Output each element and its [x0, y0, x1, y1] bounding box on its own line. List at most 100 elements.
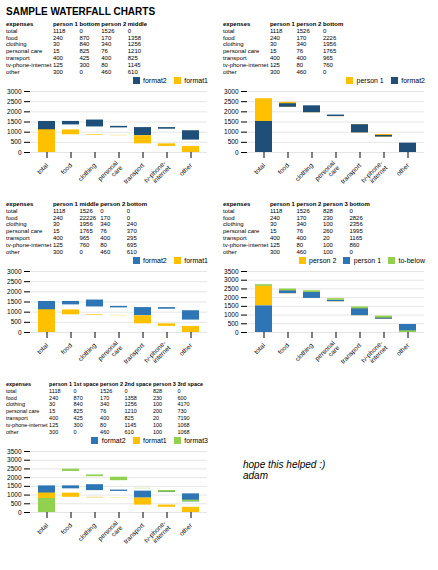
svg-text:clothing: clothing	[76, 342, 98, 364]
svg-text:2500: 2500	[7, 98, 22, 105]
svg-text:personalcare: personalcare	[96, 339, 124, 367]
svg-text:transport: transport	[122, 342, 146, 366]
svg-text:personalcare: personalcare	[313, 339, 341, 367]
html-text:format3: format3	[184, 437, 208, 445]
svg-text:0: 0	[18, 329, 22, 336]
svg-text:clothing: clothing	[293, 162, 315, 184]
svg-text:0: 0	[18, 509, 22, 516]
svg-text:other: other	[178, 521, 194, 537]
svg-text:1000: 1000	[7, 309, 22, 316]
svg-text:1000: 1000	[224, 312, 239, 319]
svg-text:1000: 1000	[7, 129, 22, 136]
svg-text:transport: transport	[122, 162, 146, 186]
svg-text:clothing: clothing	[293, 342, 315, 364]
svg-text:tv-phone-internet: tv-phone-internet	[143, 340, 172, 369]
html-text:840: 840	[79, 41, 90, 48]
svg-text:2000: 2000	[7, 108, 22, 115]
html-text:1526: 1526	[101, 27, 115, 34]
svg-text:500: 500	[228, 139, 239, 146]
svg-text:500: 500	[11, 139, 22, 146]
html-text:format2: format2	[143, 257, 167, 265]
html-text:30: 30	[52, 41, 60, 48]
svg-text:transport: transport	[339, 162, 363, 186]
svg-text:3500: 3500	[7, 448, 22, 455]
svg-text:2000: 2000	[7, 474, 22, 481]
svg-text:tv-phone-internet: tv-phone-internet	[360, 340, 389, 369]
html-text:870: 870	[79, 34, 90, 41]
svg-text:1500: 1500	[224, 118, 239, 125]
html-text:170: 170	[101, 34, 112, 41]
html-text:clothing: clothing	[6, 41, 27, 48]
html-text:240: 240	[52, 34, 63, 41]
svg-text:total: total	[253, 162, 267, 176]
svg-text:0: 0	[18, 149, 22, 156]
svg-text:personalcare: personalcare	[313, 159, 341, 187]
svg-text:3000: 3000	[7, 88, 22, 95]
svg-text:0: 0	[235, 149, 239, 156]
svg-text:total: total	[36, 162, 50, 176]
svg-text:500: 500	[11, 500, 22, 507]
svg-text:tv-phone-internet: tv-phone-internet	[143, 160, 172, 189]
svg-text:500: 500	[11, 319, 22, 326]
svg-text:food: food	[59, 342, 73, 356]
html-text:person 2: person 2	[309, 257, 337, 265]
svg-text:2500: 2500	[7, 465, 22, 472]
svg-text:500: 500	[228, 320, 239, 327]
html-text:person 1: person 1	[353, 257, 381, 265]
html-text:1358: 1358	[127, 34, 142, 41]
html-text:hope this helped :) adam: hope this helped :) adam	[243, 459, 326, 481]
svg-text:other: other	[178, 161, 194, 177]
svg-text:clothing: clothing	[76, 522, 98, 544]
svg-text:2000: 2000	[7, 288, 22, 295]
svg-text:1500: 1500	[224, 303, 239, 310]
svg-text:2500: 2500	[224, 285, 239, 292]
svg-text:food: food	[276, 342, 290, 356]
svg-text:total: total	[36, 522, 50, 536]
html-text:person 1: person 1	[356, 77, 384, 85]
html-text:to-below: to-below	[398, 257, 425, 265]
html-text:food: food	[6, 34, 18, 41]
svg-text:total: total	[36, 342, 50, 356]
html-text:340: 340	[101, 41, 112, 48]
svg-text:personalcare: personalcare	[96, 519, 124, 547]
svg-text:clothing: clothing	[76, 162, 98, 184]
svg-text:personalcare: personalcare	[96, 159, 124, 187]
html-text:format1: format1	[184, 257, 208, 265]
svg-text:3000: 3000	[7, 268, 22, 275]
html-text:format1: format1	[184, 77, 208, 85]
svg-text:0: 0	[235, 329, 239, 336]
svg-text:food: food	[59, 522, 73, 536]
svg-text:1500: 1500	[7, 483, 22, 490]
html-text:format2: format2	[401, 77, 425, 85]
html-text:personal care: personal care	[6, 48, 43, 55]
svg-text:3000: 3000	[224, 88, 239, 95]
svg-text:total: total	[253, 342, 267, 356]
html-text:SAMPLE WATERFALL CHARTS: SAMPLE WATERFALL CHARTS	[6, 6, 156, 17]
svg-text:food: food	[276, 162, 290, 176]
svg-text:other: other	[395, 161, 411, 177]
svg-text:other: other	[395, 341, 411, 357]
svg-text:2000: 2000	[224, 108, 239, 115]
svg-text:transport: transport	[122, 522, 146, 546]
html-text:format2: format2	[101, 437, 126, 445]
svg-text:3500: 3500	[224, 268, 239, 275]
html-text:1118: 1118	[52, 27, 66, 34]
svg-text:2500: 2500	[7, 278, 22, 285]
svg-text:1500: 1500	[7, 298, 22, 305]
svg-text:food: food	[59, 162, 73, 176]
svg-text:tv-phone-internet: tv-phone-internet	[143, 520, 172, 549]
svg-text:2000: 2000	[224, 294, 239, 301]
svg-text:other: other	[178, 341, 194, 357]
html-text:total: total	[6, 27, 18, 34]
svg-text:transport: transport	[339, 342, 363, 366]
svg-text:2500: 2500	[224, 98, 239, 105]
svg-text:tv-phone-internet: tv-phone-internet	[360, 160, 389, 189]
svg-text:1000: 1000	[7, 492, 22, 499]
html-text:1256: 1256	[127, 41, 142, 48]
svg-text:3000: 3000	[7, 457, 22, 464]
html-text:format2: format2	[143, 77, 167, 85]
html-text:format1: format1	[143, 437, 167, 445]
svg-text:1000: 1000	[224, 129, 239, 136]
svg-text:3000: 3000	[224, 277, 239, 284]
svg-text:1500: 1500	[7, 118, 22, 125]
